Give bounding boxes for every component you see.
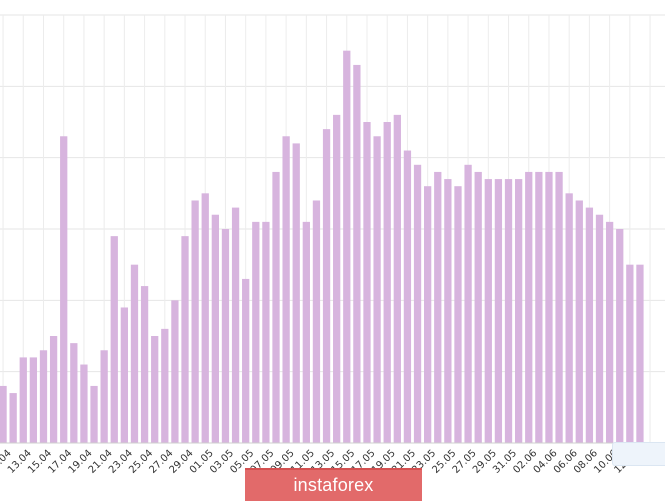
bar-04.05[interactable] bbox=[231, 207, 240, 443]
bar-25.05[interactable] bbox=[444, 179, 452, 443]
bar-31.05[interactable] bbox=[504, 179, 513, 443]
horizontal-gridlines bbox=[0, 14, 665, 373]
bar-20.05[interactable] bbox=[393, 114, 401, 444]
bar-28.04[interactable] bbox=[171, 300, 179, 443]
bar-20.04[interactable] bbox=[90, 385, 98, 443]
bar-23.05[interactable] bbox=[424, 186, 432, 443]
bar-24.04[interactable] bbox=[130, 264, 139, 443]
bar-14.04[interactable] bbox=[29, 357, 38, 443]
bar-15.05[interactable] bbox=[343, 50, 351, 444]
bar-30.05[interactable] bbox=[494, 179, 503, 443]
bar-02.06[interactable] bbox=[525, 171, 533, 443]
chart-watermark-tab bbox=[612, 442, 665, 466]
bar-12.04[interactable] bbox=[9, 393, 17, 443]
bar-09.05[interactable] bbox=[282, 136, 290, 443]
bar-16.04[interactable] bbox=[49, 336, 58, 443]
bar-26.05[interactable] bbox=[454, 186, 462, 443]
bar-08.06[interactable] bbox=[585, 207, 594, 443]
bar-23.04[interactable] bbox=[120, 307, 129, 443]
bar-24.05[interactable] bbox=[434, 171, 442, 443]
bar-12.05[interactable] bbox=[312, 200, 321, 443]
bar-13.05[interactable] bbox=[322, 129, 331, 443]
brand-badge[interactable]: instaforex bbox=[245, 468, 422, 501]
bar-11.05[interactable] bbox=[302, 221, 310, 443]
bar-17.05[interactable] bbox=[363, 122, 371, 443]
bar-15.04[interactable] bbox=[39, 350, 48, 443]
bar-29.04[interactable] bbox=[181, 236, 189, 443]
bar-01.05[interactable] bbox=[201, 193, 209, 443]
bar-04.06[interactable] bbox=[545, 171, 553, 443]
bar-05.05[interactable] bbox=[242, 278, 250, 443]
bar-19.05[interactable] bbox=[383, 122, 391, 443]
bar-27.05[interactable] bbox=[464, 164, 472, 444]
bar-10.05[interactable] bbox=[292, 143, 300, 443]
bar-03.06[interactable] bbox=[535, 171, 543, 443]
bar-26.04[interactable] bbox=[151, 336, 159, 443]
bar-25.04[interactable] bbox=[140, 286, 149, 443]
bar-17.04[interactable] bbox=[60, 136, 68, 443]
bar-14.05[interactable] bbox=[333, 114, 341, 444]
bar-13.06[interactable] bbox=[636, 264, 644, 443]
bar-21.04[interactable] bbox=[100, 350, 108, 443]
bar-19.04[interactable] bbox=[80, 364, 88, 443]
bar-18.04[interactable] bbox=[70, 343, 78, 443]
bar-03.05[interactable] bbox=[221, 229, 230, 443]
bar-11.04[interactable] bbox=[0, 385, 7, 443]
bar-09.06[interactable] bbox=[595, 214, 604, 443]
bar-18.05[interactable] bbox=[373, 136, 381, 443]
bar-08.05[interactable] bbox=[272, 171, 280, 443]
bar-01.06[interactable] bbox=[514, 179, 523, 443]
bar-10.06[interactable] bbox=[605, 221, 614, 443]
bar-22.05[interactable] bbox=[413, 164, 422, 444]
bars bbox=[0, 50, 644, 444]
bar-27.04[interactable] bbox=[161, 328, 169, 443]
bar-29.05[interactable] bbox=[484, 179, 492, 443]
bar-06.06[interactable] bbox=[565, 193, 573, 443]
bar-05.06[interactable] bbox=[555, 171, 563, 443]
bar-21.05[interactable] bbox=[403, 150, 412, 443]
bar-16.05[interactable] bbox=[353, 64, 361, 444]
brand-logo-text: instaforex bbox=[293, 475, 374, 495]
bar-22.04[interactable] bbox=[110, 236, 118, 443]
bar-30.04[interactable] bbox=[191, 200, 199, 443]
bar-12.06[interactable] bbox=[626, 264, 634, 443]
bar-07.05[interactable] bbox=[262, 221, 270, 443]
bar-11.06[interactable] bbox=[616, 229, 624, 443]
bar-07.06[interactable] bbox=[575, 200, 583, 443]
bar-06.05[interactable] bbox=[252, 221, 260, 443]
bar-02.05[interactable] bbox=[211, 214, 219, 443]
bar-13.04[interactable] bbox=[19, 357, 27, 443]
bar-28.05[interactable] bbox=[474, 171, 482, 443]
